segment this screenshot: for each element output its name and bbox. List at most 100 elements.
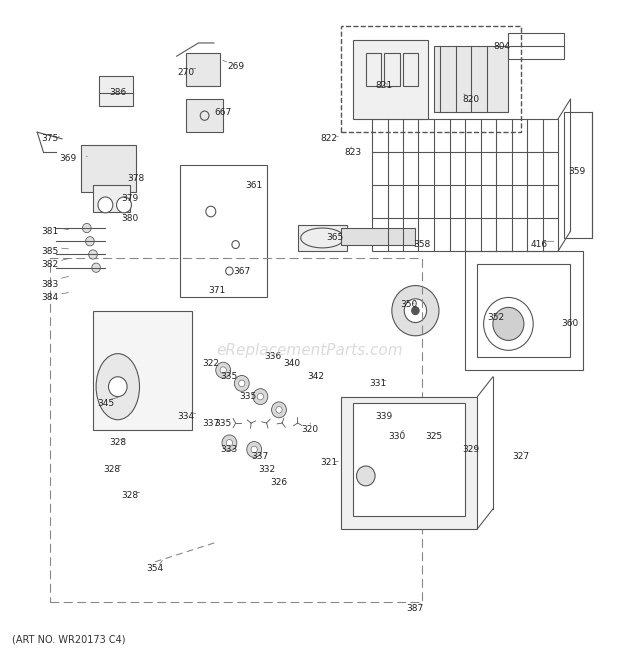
Text: 354: 354 [146, 564, 164, 573]
Bar [81, 145, 136, 192]
Bar [353, 40, 428, 119]
Text: 331: 331 [370, 379, 387, 388]
Circle shape [272, 402, 286, 418]
Text: 335: 335 [221, 372, 238, 381]
Text: 371: 371 [208, 286, 226, 295]
Bar [366, 53, 381, 86]
Bar [50, 258, 422, 602]
Text: 328: 328 [122, 491, 139, 500]
Circle shape [247, 442, 262, 457]
Circle shape [251, 446, 257, 453]
Ellipse shape [96, 354, 140, 420]
Text: 342: 342 [308, 372, 325, 381]
Bar [384, 53, 400, 86]
Circle shape [484, 297, 533, 350]
Bar [341, 26, 521, 132]
Text: 381: 381 [41, 227, 58, 236]
Bar [353, 403, 465, 516]
Text: 822: 822 [320, 134, 337, 143]
Text: 328: 328 [109, 438, 126, 447]
Text: 380: 380 [122, 214, 139, 223]
Bar [465, 251, 583, 370]
Circle shape [412, 307, 419, 315]
Circle shape [392, 286, 439, 336]
Text: 387: 387 [407, 603, 424, 613]
Text: 821: 821 [376, 81, 393, 91]
Text: 667: 667 [215, 108, 232, 117]
Text: 340: 340 [283, 359, 300, 368]
Text: 350: 350 [401, 299, 418, 309]
Text: 320: 320 [301, 425, 319, 434]
Text: 325: 325 [425, 432, 443, 441]
Bar [341, 228, 415, 245]
Circle shape [89, 250, 97, 259]
Bar [186, 53, 220, 86]
Text: 823: 823 [345, 147, 362, 157]
Text: 345: 345 [97, 399, 114, 408]
Text: 332: 332 [258, 465, 275, 474]
Text: 352: 352 [487, 313, 505, 322]
Text: 384: 384 [41, 293, 58, 302]
Text: 383: 383 [41, 280, 58, 289]
Text: 416: 416 [531, 240, 548, 249]
Text: 379: 379 [122, 194, 139, 203]
Text: eReplacementParts.com: eReplacementParts.com [216, 343, 404, 358]
Text: 321: 321 [320, 458, 337, 467]
Circle shape [276, 407, 282, 413]
Circle shape [222, 435, 237, 451]
Circle shape [92, 263, 100, 272]
Text: 327: 327 [512, 451, 529, 461]
Text: 375: 375 [41, 134, 58, 143]
Circle shape [220, 367, 226, 373]
Circle shape [117, 197, 131, 213]
Circle shape [98, 197, 113, 213]
Circle shape [216, 362, 231, 378]
Circle shape [226, 440, 232, 446]
Circle shape [493, 307, 524, 340]
Text: 365: 365 [326, 233, 343, 243]
Bar [477, 264, 570, 357]
Circle shape [253, 389, 268, 405]
Text: 335: 335 [215, 418, 232, 428]
Bar [508, 33, 564, 59]
Text: 804: 804 [494, 42, 511, 51]
Text: 336: 336 [264, 352, 281, 362]
Bar [186, 99, 223, 132]
Text: 386: 386 [109, 88, 126, 97]
Text: 322: 322 [202, 359, 219, 368]
Circle shape [257, 393, 264, 400]
Text: 361: 361 [246, 180, 263, 190]
Circle shape [82, 223, 91, 233]
Text: 334: 334 [177, 412, 195, 421]
Bar [341, 397, 477, 529]
Circle shape [86, 237, 94, 246]
Text: 328: 328 [103, 465, 120, 474]
Circle shape [356, 466, 375, 486]
Text: 337: 337 [252, 451, 269, 461]
Text: 359: 359 [568, 167, 585, 176]
Bar [403, 53, 418, 86]
Circle shape [234, 375, 249, 391]
Text: 339: 339 [376, 412, 393, 421]
Bar [93, 311, 192, 430]
Bar [93, 185, 130, 212]
Text: (ART NO. WR20173 C4): (ART NO. WR20173 C4) [12, 635, 126, 644]
Text: 329: 329 [463, 445, 480, 454]
Text: 367: 367 [233, 266, 250, 276]
Text: 378: 378 [128, 174, 145, 183]
Circle shape [404, 299, 427, 323]
Text: 330: 330 [388, 432, 405, 441]
Text: 335: 335 [239, 392, 257, 401]
Text: 270: 270 [177, 68, 195, 77]
Text: 360: 360 [562, 319, 579, 329]
Bar [298, 225, 347, 251]
Bar [564, 112, 592, 238]
Text: 369: 369 [60, 154, 77, 163]
Bar [180, 165, 267, 297]
Text: 333: 333 [221, 445, 238, 454]
Circle shape [108, 377, 127, 397]
Bar [434, 46, 508, 112]
Text: 382: 382 [41, 260, 58, 269]
Circle shape [239, 380, 245, 387]
Bar [99, 76, 133, 106]
